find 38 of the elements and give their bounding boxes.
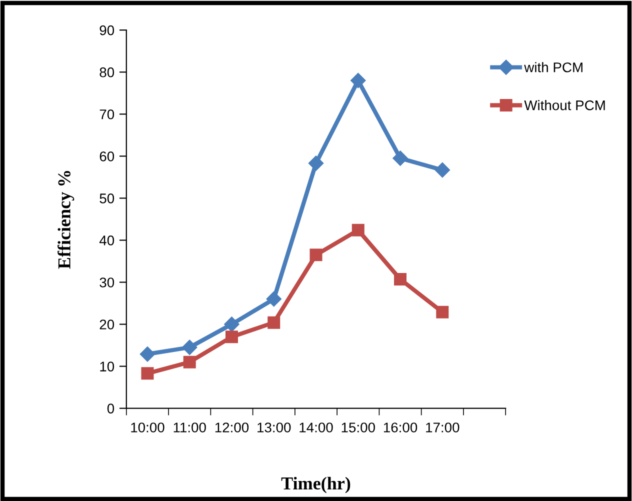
- x-tick-label: 12:00: [215, 422, 249, 432]
- x-tick-label: 14:00: [300, 422, 333, 432]
- x-tick-label: 13:00: [258, 422, 291, 432]
- y-tick-label: 0: [107, 404, 114, 414]
- y-tick-label: 50: [100, 194, 114, 204]
- point: [394, 273, 407, 286]
- point: [350, 72, 366, 88]
- point: [225, 330, 238, 344]
- x-axis-title: Time(hr): [281, 476, 350, 494]
- point: [266, 291, 282, 307]
- point: [352, 224, 364, 236]
- y-tick-label: 10: [100, 362, 114, 372]
- legend-label: Without PCM: [524, 100, 605, 110]
- point: [308, 156, 324, 171]
- x-tick-label: 11:00: [174, 422, 206, 432]
- point: [141, 367, 154, 380]
- point: [310, 248, 322, 262]
- y-axis-title: Efficiency %: [58, 170, 74, 269]
- point: [436, 306, 449, 318]
- y-tick-label: 70: [100, 109, 114, 120]
- point: [140, 346, 156, 362]
- point: [268, 316, 280, 329]
- x-tick-label: 17:00: [426, 422, 460, 432]
- x-tick-label: 10:00: [131, 422, 164, 432]
- y-tick-label: 20: [100, 320, 114, 330]
- point: [183, 356, 196, 368]
- point: [224, 316, 240, 332]
- point: [434, 162, 450, 178]
- y-tick-label: 30: [100, 278, 114, 288]
- x-tick-label: 16:00: [384, 422, 418, 432]
- y-tick-label: 60: [100, 151, 114, 162]
- y-tick-label: 90: [100, 25, 114, 36]
- x-tick-label: 15:00: [342, 422, 375, 432]
- point: [182, 340, 198, 355]
- y-tick-label: 40: [99, 236, 114, 246]
- point: [392, 150, 408, 166]
- y-tick-label: 80: [100, 67, 114, 78]
- legend-label: with PCM: [524, 62, 582, 72]
